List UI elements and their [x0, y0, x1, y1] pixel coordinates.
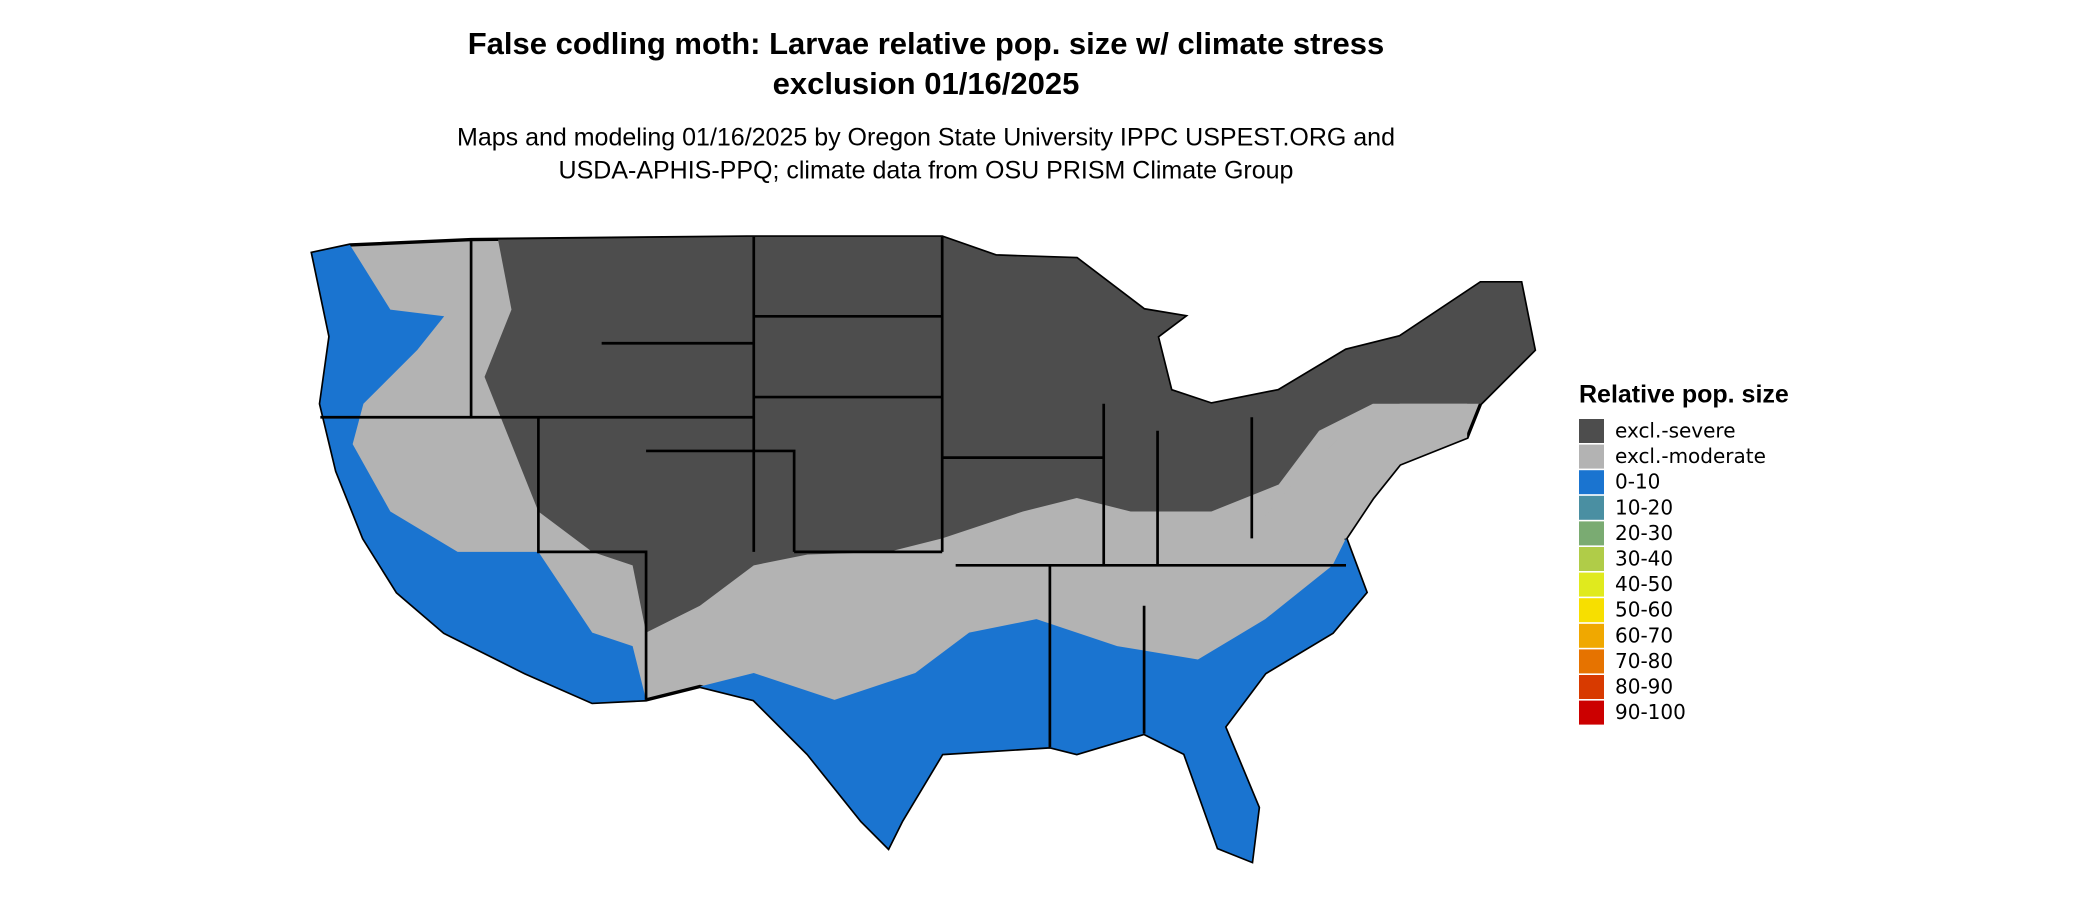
legend-title: Relative pop. size — [1579, 381, 1789, 409]
moderate-region — [1251, 403, 1468, 552]
legend-swatch — [1579, 547, 1604, 571]
legend-label: 0-10 — [1615, 470, 1660, 494]
legend-swatch — [1579, 495, 1604, 520]
severe-region — [484, 236, 1535, 633]
legend: excl.-severeexcl.-moderate0-1010-2020-30… — [1579, 419, 1766, 725]
legend-swatch — [1579, 572, 1604, 597]
band-0-10 — [699, 538, 1367, 862]
legend-label: 50-60 — [1615, 598, 1673, 622]
map — [310, 235, 1537, 864]
legend-swatch — [1579, 521, 1604, 546]
legend-label: 90-100 — [1615, 700, 1686, 724]
subtitle: Maps and modeling 01/16/2025 by Oregon S… — [457, 124, 1395, 152]
legend-swatch — [1579, 470, 1604, 495]
subtitle: USDA-APHIS-PPQ; climate data from OSU PR… — [559, 157, 1294, 185]
legend-label: 20-30 — [1615, 521, 1673, 545]
legend-label: 10-20 — [1615, 495, 1673, 519]
band-0-10 — [312, 244, 647, 703]
legend-label: excl.-severe — [1615, 419, 1736, 443]
title: False codling moth: Larvae relative pop.… — [468, 26, 1385, 61]
legend-swatch — [1579, 598, 1604, 623]
legend-swatch — [1579, 649, 1604, 674]
legend-label: excl.-moderate — [1615, 444, 1766, 468]
legend-label: 60-70 — [1615, 623, 1673, 647]
legend-swatch — [1579, 419, 1604, 443]
legend-label: 40-50 — [1615, 572, 1673, 596]
state-borders — [320, 236, 1346, 748]
legend-label: 80-90 — [1615, 675, 1673, 699]
legend-swatch — [1579, 675, 1604, 699]
legend-swatch — [1579, 700, 1604, 725]
legend-swatch — [1579, 623, 1604, 648]
legend-swatch — [1579, 444, 1604, 469]
legend-label: 70-80 — [1615, 649, 1673, 673]
title: exclusion 01/16/2025 — [773, 66, 1080, 101]
legend-label: 30-40 — [1615, 547, 1673, 571]
